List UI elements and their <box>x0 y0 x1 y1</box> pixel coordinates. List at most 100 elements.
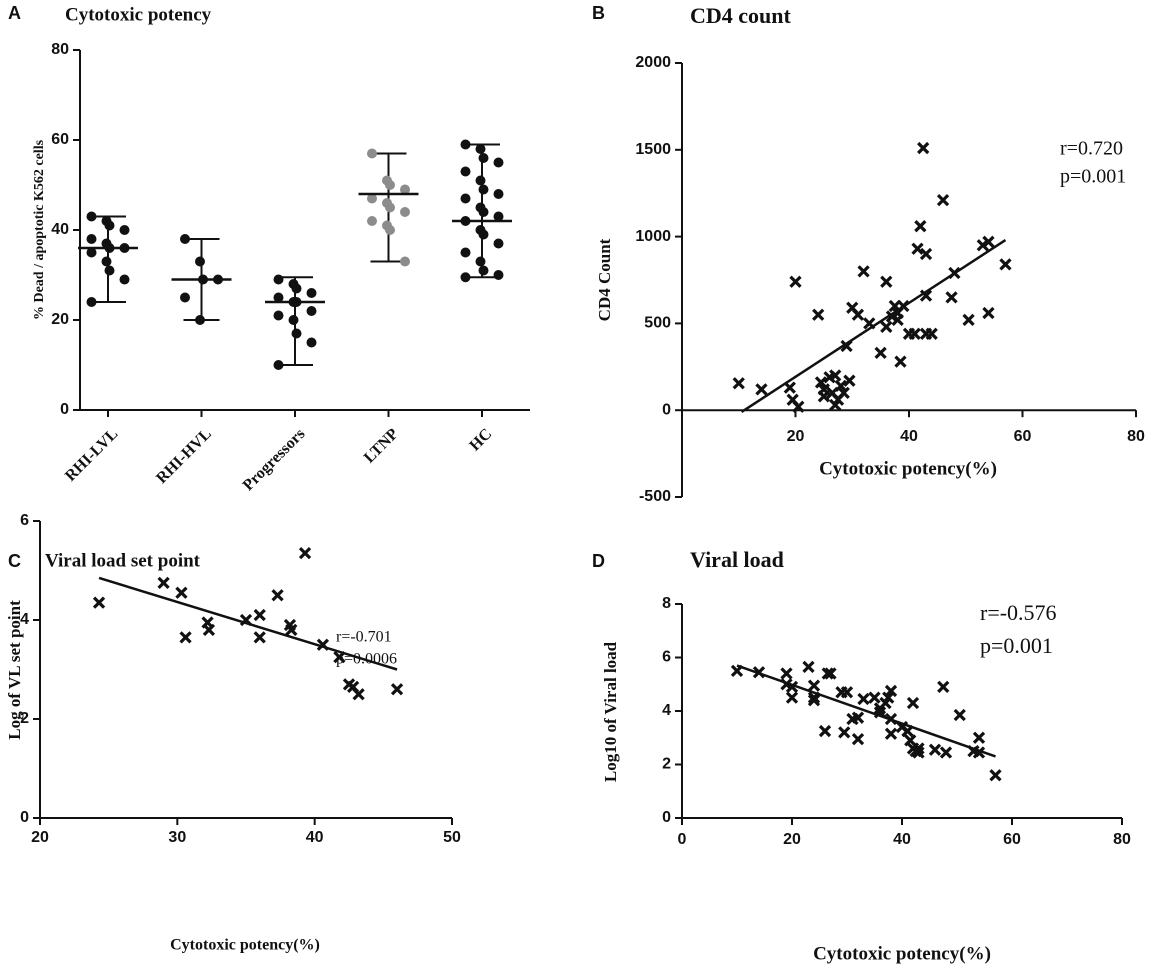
point <box>936 194 950 207</box>
dot <box>460 247 471 258</box>
point <box>884 727 898 740</box>
y-tick-label: 4 <box>662 702 671 719</box>
point <box>271 589 284 602</box>
dot <box>493 189 504 199</box>
y-axis-label: Log of VL set point <box>5 600 24 740</box>
point <box>880 275 893 288</box>
point <box>821 667 834 680</box>
point <box>925 327 938 340</box>
point <box>962 313 975 327</box>
annotation: r=-0.576 <box>980 600 1057 625</box>
dot <box>400 256 410 267</box>
point <box>912 742 925 755</box>
point <box>834 379 848 393</box>
point <box>837 386 850 399</box>
dot <box>273 274 284 285</box>
dot <box>101 256 112 267</box>
y-tick-label: 0 <box>662 401 671 418</box>
point <box>824 667 837 680</box>
x-tick-label: 30 <box>168 829 186 846</box>
point <box>840 686 854 699</box>
x-tick-label: 40 <box>306 829 324 846</box>
point <box>917 141 930 155</box>
x-tick-label: 20 <box>787 428 805 445</box>
dot <box>460 193 471 204</box>
x-tick-label: 50 <box>443 829 461 846</box>
y-tick-label: 8 <box>662 595 671 612</box>
x-tick-label: HC <box>466 425 495 454</box>
point <box>253 631 266 644</box>
y-tick-label: 0 <box>20 809 29 826</box>
y-axis-label: Log10 of Viral load <box>601 641 620 782</box>
dot <box>86 211 97 222</box>
point <box>92 596 106 609</box>
panel-letter: D <box>592 551 605 571</box>
dot <box>460 166 471 177</box>
dot <box>119 274 130 285</box>
panel-letter: C <box>8 551 21 571</box>
point <box>851 308 865 321</box>
point <box>989 769 1002 782</box>
point <box>843 374 856 387</box>
dot <box>119 225 130 235</box>
y-tick-label: 2000 <box>635 54 671 71</box>
dot <box>475 144 486 154</box>
annotation: r=-0.701 <box>336 629 392 646</box>
point <box>807 679 821 692</box>
point <box>807 694 821 707</box>
point <box>868 691 881 704</box>
dot <box>273 360 284 370</box>
dot <box>86 247 97 258</box>
annotation: p=0.001 <box>1060 166 1126 188</box>
x-axis-label: Cytotoxic potency(%) <box>813 943 991 964</box>
point <box>755 383 768 396</box>
point <box>298 547 312 560</box>
point <box>937 680 950 694</box>
point <box>880 320 893 334</box>
dot <box>291 283 302 294</box>
point <box>945 291 958 304</box>
x-tick-label: 80 <box>1127 428 1145 445</box>
point <box>908 327 921 340</box>
y-axis-label: CD4 Count <box>595 238 614 321</box>
dot <box>475 256 486 267</box>
x-tick-label: RHI-HVL <box>153 425 215 487</box>
point <box>912 746 925 759</box>
dot <box>306 337 317 348</box>
panel-title: CD4 count <box>690 3 792 28</box>
point <box>953 708 966 722</box>
point <box>914 220 927 233</box>
dot <box>367 193 377 204</box>
dot <box>195 256 205 267</box>
point <box>857 692 870 706</box>
dot <box>86 234 97 244</box>
x-tick-label: 0 <box>678 831 687 848</box>
y-tick-label: 0 <box>662 809 671 826</box>
point <box>175 586 188 599</box>
point <box>919 289 933 302</box>
fit-line <box>740 239 1007 413</box>
point <box>919 247 933 261</box>
dot <box>288 315 299 325</box>
dot <box>478 184 489 195</box>
point <box>939 746 953 759</box>
point <box>802 660 815 673</box>
x-tick-label: LTNP <box>361 425 402 466</box>
dot <box>195 315 205 325</box>
point <box>838 726 851 739</box>
point <box>812 308 825 321</box>
fit-line <box>98 576 398 671</box>
dot <box>493 238 504 249</box>
point <box>851 711 865 724</box>
panel-title: Cytotoxic potency <box>65 4 212 25</box>
point <box>202 623 216 637</box>
panel-title: Viral load set point <box>45 550 201 571</box>
point <box>911 242 924 255</box>
y-tick-label: 1500 <box>635 141 671 158</box>
y-axis-label: % Dead / apoptotic K562 cells <box>32 139 47 320</box>
point <box>999 258 1012 271</box>
dot <box>86 297 97 307</box>
point <box>814 376 828 389</box>
dot <box>367 216 377 226</box>
